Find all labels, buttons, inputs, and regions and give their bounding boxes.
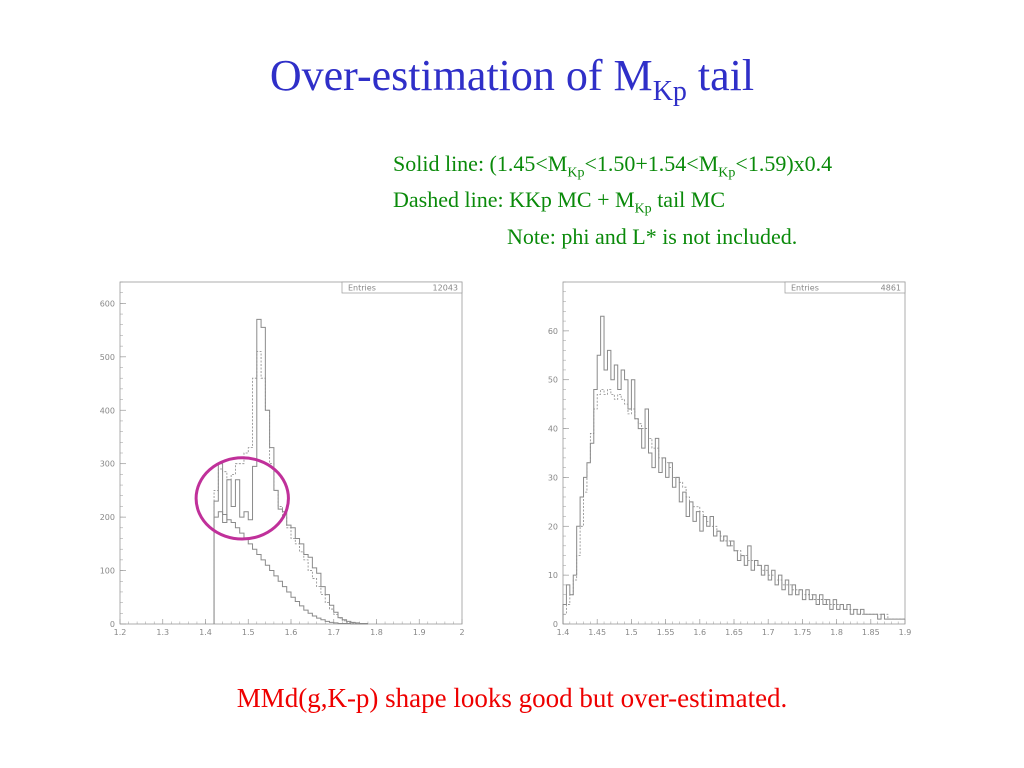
histogram-right: Entries 4861 1.4 1.45 1.5 1.55 1.6 1.65 1.7 1.75 1… (548, 281, 911, 637)
conclusion-text: MMd(g,K-p) shape looks good but over-est… (236, 683, 788, 713)
stats-value: 4861 (881, 284, 901, 293)
plot-frame (562, 281, 906, 625)
stats-value: 12043 (433, 284, 458, 293)
y-tick-label: 200 (100, 513, 115, 522)
x-tick-label: 1.6 (693, 628, 706, 637)
y-tick-label: 40 (548, 425, 558, 434)
x-tick-label: 1.9 (899, 628, 912, 637)
x-tick-label: 1.7 (762, 628, 775, 637)
y-tick-label: 30 (548, 473, 558, 482)
x-tick-label: 1.3 (156, 628, 169, 637)
x-tick-label: 1.8 (370, 628, 383, 637)
y-tick-label: 0 (110, 620, 115, 629)
x-tick-label: 1.2 (114, 628, 127, 637)
y-tick-label: 300 (100, 460, 115, 469)
stats-box (341, 281, 463, 294)
y-tick-label: 500 (100, 353, 115, 362)
histogram-series-dashed (562, 389, 905, 624)
plot-frame (119, 281, 463, 625)
x-tick-label: 1.6 (285, 628, 298, 637)
x-tick-label: 1.75 (793, 628, 811, 637)
stats-label: Entries (791, 284, 819, 293)
y-tick-label: 60 (548, 327, 558, 336)
y-tick-label: 100 (100, 567, 115, 576)
x-tick-label: 1.9 (413, 628, 426, 637)
y-tick-label: 400 (100, 406, 115, 415)
dashed-line-note: Dashed line: KKp MC + MKp tail MC (393, 187, 726, 217)
y-tick-label: 600 (100, 299, 115, 308)
x-tick-label: 1.45 (588, 628, 606, 637)
y-tick-label: 0 (553, 620, 558, 629)
exclusion-note: Note: phi and L* is not included. (507, 223, 798, 249)
slide-title: Over-estimation of MKp tail (269, 51, 755, 107)
x-tick-label: 1.4 (199, 628, 212, 637)
highlight-circle (194, 456, 290, 541)
histogram-series-solid (213, 318, 368, 624)
x-tick-label: 1.5 (242, 628, 255, 637)
histogram-series-solid (562, 315, 905, 624)
histogram-series-solid (213, 511, 368, 625)
x-tick-label: 1.85 (862, 628, 880, 637)
y-tick-label: 10 (548, 571, 558, 580)
x-tick-label: 1.55 (657, 628, 675, 637)
histogram-series-dashed (213, 351, 368, 625)
legend-notes: Solid line: (1.45<MKp<1.50+1.54<MKp<1.59… (393, 150, 832, 250)
y-tick-label: 50 (548, 376, 558, 385)
x-tick-label: 1.5 (625, 628, 638, 637)
y-tick-label: 20 (548, 522, 558, 531)
solid-line-note: Solid line: (1.45<MKp<1.50+1.54<MKp<1.59… (393, 151, 833, 181)
x-tick-label: 1.7 (327, 628, 340, 637)
x-tick-label: 2 (459, 628, 464, 637)
x-tick-label: 1.4 (557, 628, 570, 637)
stats-box (784, 281, 906, 294)
x-tick-label: 1.65 (725, 628, 743, 637)
stats-label: Entries (348, 284, 376, 293)
x-tick-label: 1.8 (830, 628, 843, 637)
histogram-left: Entries 12043 1.2 1.3 1.4 1.5 1.6 1.7 1.8 1.9 2 0 10… (100, 281, 465, 637)
